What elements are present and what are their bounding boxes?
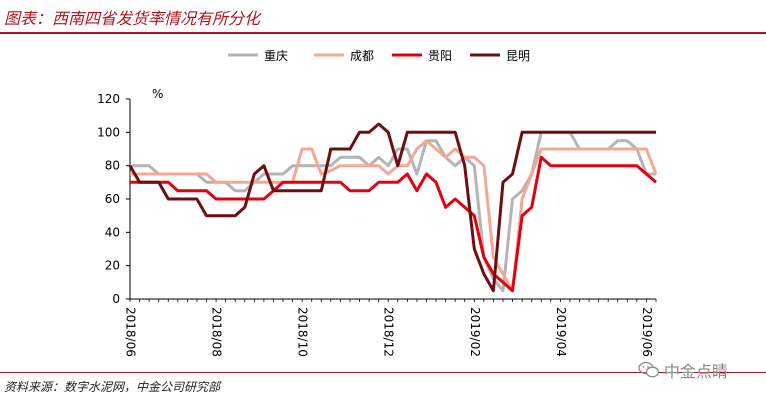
watermark-text: 中金点睛 <box>664 362 729 381</box>
x-tick-label: 2019/06 <box>640 307 654 357</box>
watermark: 中金点睛 <box>638 358 728 382</box>
legend-label: 成都 <box>350 49 374 63</box>
source-note: 资料来源：数字水泥网，中金公司研究部 <box>4 380 221 394</box>
chart-series <box>128 122 658 293</box>
series-line-2 <box>130 155 657 293</box>
y-tick-label: 80 <box>105 159 120 173</box>
x-tick-label: 2018/08 <box>210 307 224 357</box>
y-axis-unit: % <box>152 87 163 101</box>
series-line-0 <box>130 130 656 293</box>
y-tick-label: 120 <box>97 92 120 106</box>
x-tick-label: 2018/06 <box>124 307 138 357</box>
legend-label: 重庆 <box>264 49 288 63</box>
footer-rule <box>0 372 766 373</box>
chart-title: 图表：西南四省发货率情况有所分化 <box>4 9 261 28</box>
title-rule <box>0 32 766 34</box>
y-tick-label: 60 <box>105 192 120 206</box>
series-line-1 <box>130 139 658 293</box>
y-tick-label: 100 <box>97 125 120 139</box>
wechat-icon <box>638 361 660 378</box>
chart-axes: 0 20 40 60 80 100 120 % 2018/06 2018/08 2018/10 201… <box>97 87 657 357</box>
y-tick-label: 20 <box>105 259 120 273</box>
x-tick-label: 2018/12 <box>382 307 396 357</box>
line-chart: 重庆 成都 贵阳 昆明 0 20 40 60 80 100 120 % 2018/06 2018/08 2… <box>97 49 658 357</box>
y-tick-label: 0 <box>112 292 120 306</box>
x-tick-label: 2018/10 <box>296 307 310 357</box>
x-tick-label: 2019/02 <box>468 307 482 357</box>
x-tick-label: 2019/04 <box>554 307 568 357</box>
y-tick-label: 40 <box>105 225 120 239</box>
chart-legend: 重庆 成都 贵阳 昆明 <box>228 49 530 63</box>
series-line-3 <box>128 122 656 293</box>
legend-label: 贵阳 <box>428 49 452 63</box>
legend-label: 昆明 <box>506 49 530 63</box>
